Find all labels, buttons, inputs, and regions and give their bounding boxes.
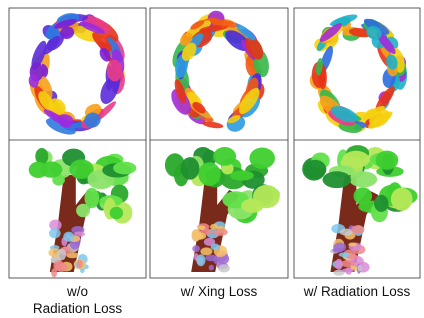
brush-stroke [77,260,83,268]
caption: w/ Xing Loss [150,283,288,300]
foliage [391,188,413,211]
brush-stroke [209,265,214,271]
brush-stroke [341,260,354,267]
brush-stroke [342,268,354,272]
foliage [249,148,275,169]
brush-stroke [205,255,217,262]
caption-line: Radiation Loss [9,300,146,317]
caption: w/o Radiation Loss [9,283,146,317]
brush-stroke [197,226,205,230]
foliage [230,170,254,180]
brush-stroke [351,225,364,234]
foliage [374,195,388,212]
caption-line: w/ Xing Loss [150,283,288,300]
brush-stroke [49,228,61,238]
brush-stroke [200,247,212,255]
brush-stroke [333,243,346,252]
foliage [349,171,377,187]
caption-line: w/o [9,283,146,300]
foliage [213,147,236,166]
figure-panels [0,0,424,282]
foliage [342,151,369,168]
brush-stroke [53,260,64,271]
brush-stroke [214,229,228,236]
foliage [253,185,280,208]
brush-stroke [211,244,220,251]
brush-stroke [218,264,230,272]
caption: w/ Radiation Loss [290,283,424,300]
foliage [323,171,352,188]
foliage [181,157,200,180]
foliage [304,160,327,179]
foliage [40,162,62,178]
brush-stroke [192,231,201,241]
foliage [110,207,123,220]
brush-stroke [57,249,67,261]
figure: w/o Radiation Loss w/ Xing Loss w/ Radia… [0,0,424,318]
foliage [85,188,100,209]
foliage [113,162,136,175]
brush-stroke [196,254,205,266]
foliage [376,151,399,170]
brush-stroke [357,265,362,272]
caption-line: w/ Radiation Loss [290,283,424,300]
brush-stroke [192,245,200,252]
brush-stroke [348,243,357,247]
foliage [198,162,220,186]
foliage [354,187,373,204]
brush-stroke [339,252,350,257]
brush-stroke [63,232,74,242]
